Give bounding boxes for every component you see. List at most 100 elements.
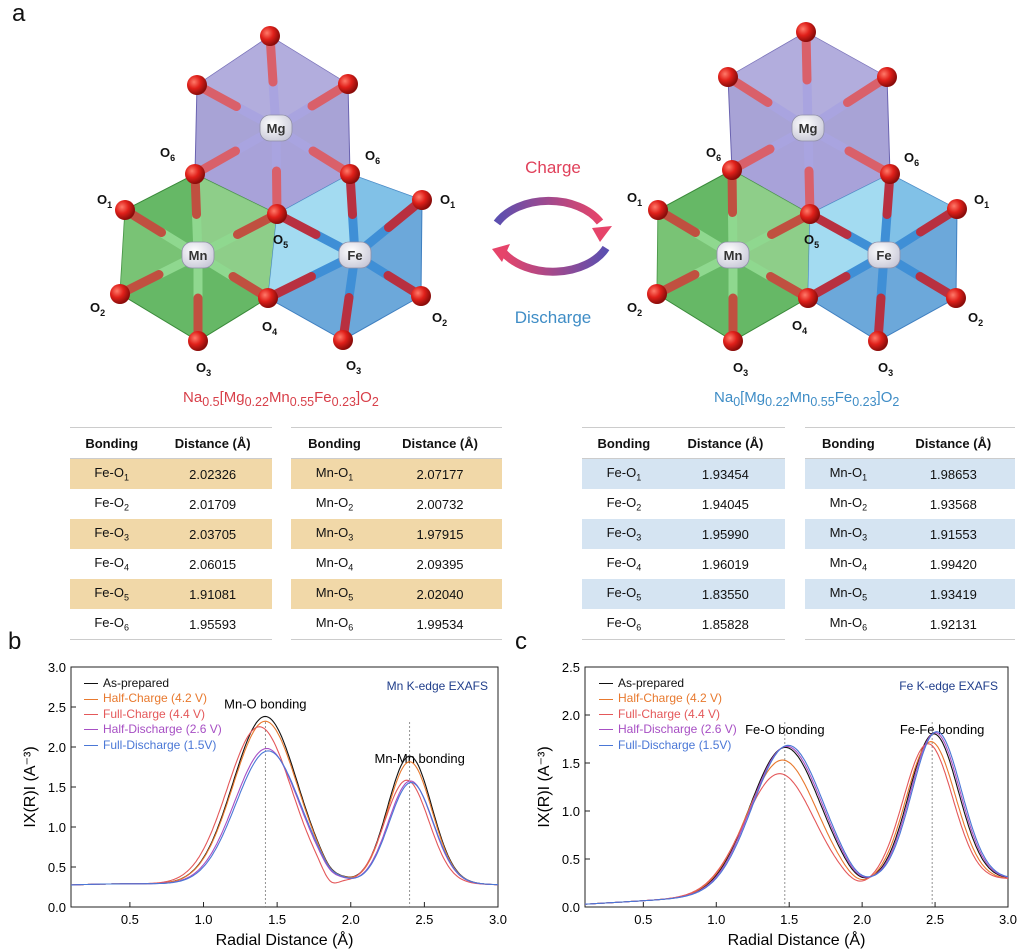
mn-atom: [716, 241, 750, 269]
oxygen-atom: [877, 67, 897, 87]
oxygen-atom: [722, 160, 742, 180]
series-line: [584, 731, 1009, 905]
bond-distance: 1.95593: [153, 609, 272, 640]
charge-label: Charge: [525, 158, 581, 177]
table-row: Mn-O5 1.93419: [805, 579, 1015, 609]
table-row: Fe-O3 1.95990: [582, 519, 785, 549]
legend-entry: Half-Discharge (2.6 V): [599, 722, 737, 737]
oxygen-atom: [188, 331, 208, 351]
oxygen-atom: [115, 200, 135, 220]
bond-table-mn-charged: Bonding Distance (Å) Mn-O1 1.98653 Mn-O2 1.93…: [805, 427, 1015, 640]
distance-header: Distance (Å): [891, 427, 1015, 459]
table-row: Mn-O4 2.09395: [291, 549, 502, 579]
legend-swatch: [599, 698, 613, 700]
oxygen-atom: [260, 26, 280, 46]
legend-b: As-prepared Half-Charge (4.2 V) Full-Charg…: [84, 676, 222, 753]
table-row: Mn-O3 1.97915: [291, 519, 502, 549]
bond-distance: 1.91553: [891, 519, 1015, 549]
bond-name: Mn-O5: [291, 579, 379, 609]
legend-entry: Full-Discharge (1.5V): [84, 738, 222, 753]
oxygen-label: O6: [904, 150, 919, 168]
table-row: Mn-O2 2.00732: [291, 489, 502, 519]
x-tick-label: 2.0: [342, 912, 360, 927]
oxygen-atom: [411, 286, 431, 306]
oxygen-atom: [947, 199, 967, 219]
bond-name: Fe-O5: [582, 579, 666, 609]
bond-name: Fe-O6: [70, 609, 154, 640]
bond-distance: 1.98653: [891, 458, 1015, 489]
formula-pristine: Na0.5[Mg0.22Mn0.55Fe0.23]O2: [183, 389, 379, 409]
legend-label: Half-Charge (4.2 V): [103, 691, 208, 706]
oxygen-atom: [267, 204, 287, 224]
oxygen-atom: [880, 164, 900, 184]
bond-name: Mn-O4: [315, 555, 354, 573]
x-tick-label: 3.0: [999, 912, 1017, 927]
bonding-header: Bonding: [291, 427, 379, 459]
bond-name: Fe-O2: [606, 495, 642, 513]
legend-entry: Half-Charge (4.2 V): [84, 691, 222, 706]
y-tick-label: 0.5: [48, 860, 66, 875]
bond-name: Mn-O4: [829, 555, 868, 573]
bond-name: Mn-O3: [805, 519, 892, 549]
oxygen-atom: [723, 331, 743, 351]
x-tick-label: 1.0: [707, 912, 725, 927]
legend-swatch: [599, 744, 613, 746]
bond-name: Mn-O2: [829, 495, 868, 513]
peak-annotation: Fe-O bonding: [745, 722, 825, 737]
bond-name: Fe-O1: [582, 458, 666, 489]
legend-swatch: [599, 729, 613, 731]
oxygen-label: O2: [627, 300, 642, 318]
bond-name: Mn-O1: [805, 458, 892, 489]
y-tick-label: 0.5: [562, 852, 580, 867]
y-tick-label: 2.5: [562, 660, 580, 675]
fe-atom-label: Fe: [347, 248, 362, 263]
bond-distance: 1.94045: [701, 496, 749, 512]
oxygen-atom: [798, 288, 818, 308]
legend-entry: As-prepared: [599, 676, 737, 691]
legend-swatch: [84, 729, 98, 731]
bond-name: Fe-O4: [94, 555, 129, 573]
bond-distance: 2.00732: [416, 496, 464, 512]
table-row: Fe-O5 1.91081: [70, 579, 272, 609]
oxygen-label: O4: [792, 318, 807, 336]
table-row: Fe-O4 2.06015: [70, 549, 272, 579]
bond-distance: 1.99534: [378, 609, 502, 640]
bonding-header: Bonding: [70, 427, 154, 459]
bond-name: Mn-O6: [805, 609, 892, 640]
bond-table: Bonding Distance (Å) Mn-O1 1.98653 Mn-O2 1.93…: [805, 427, 1015, 640]
legend-entry: As-prepared: [84, 676, 222, 691]
mg-atom: [259, 114, 293, 142]
bond-name: Mn-O3: [291, 519, 379, 549]
oxygen-atom: [412, 190, 432, 210]
legend-label: Full-Charge (4.4 V): [103, 706, 206, 721]
oxygen-label: O1: [97, 192, 112, 210]
formula-charged: Na0[Mg0.22Mn0.55Fe0.23]O2: [714, 389, 900, 409]
bond-name: Fe-O2: [94, 495, 129, 513]
legend-label: Full-Discharge (1.5V): [103, 737, 217, 752]
mg-atom: [791, 114, 825, 142]
fe-atom: [338, 241, 372, 269]
oxygen-label: O2: [432, 310, 447, 328]
bond-distance: 2.09395: [416, 556, 464, 572]
x-tick-label: 3.0: [489, 912, 507, 927]
bond-distance: 1.99420: [929, 556, 977, 572]
legend-entry: Half-Charge (4.2 V): [599, 691, 737, 706]
bond-table-fe-pristine: Bonding Distance (Å) Fe-O1 2.02326 Fe-O2 2.01…: [70, 427, 272, 640]
x-tick-label: 2.0: [853, 912, 871, 927]
peak-annotation: Mn-O bonding: [224, 697, 306, 712]
legend-swatch: [84, 744, 98, 746]
x-axis-label: Radial Distance (Å): [728, 930, 866, 949]
y-tick-label: 1.0: [48, 820, 66, 835]
bond-distance: 1.93454: [665, 458, 785, 489]
bond-distance: 2.06015: [189, 556, 237, 572]
bond-distance: 2.02326: [153, 458, 272, 489]
bond-distance: 1.92131: [891, 609, 1015, 640]
legend-swatch: [84, 698, 98, 700]
y-tick-label: 2.5: [48, 700, 66, 715]
table-row: Fe-O1 1.93454: [582, 458, 785, 489]
table-row: Mn-O1 1.98653: [805, 458, 1015, 489]
bond-distance: 1.83550: [665, 579, 785, 609]
distance-header: Distance (Å): [153, 427, 272, 459]
